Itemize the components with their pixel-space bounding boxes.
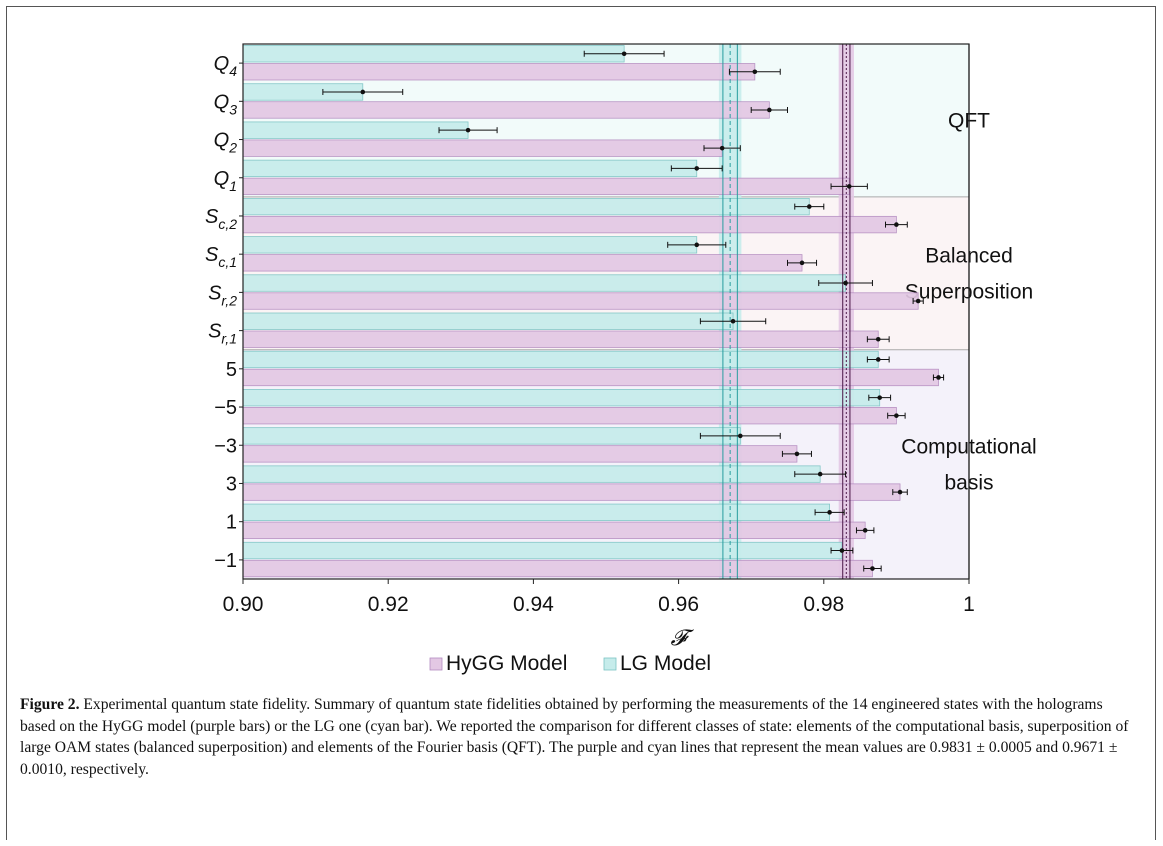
- x-axis-label: 𝓕: [670, 626, 694, 651]
- hygg-bar: [242, 254, 803, 272]
- lg-bar: [242, 197, 810, 216]
- lg-bar: [242, 121, 469, 139]
- hygg-bar: [242, 177, 850, 196]
- hygg-point: [862, 528, 868, 533]
- y-tick-label: Q3: [214, 91, 238, 117]
- y-tick-label: Sr,1: [208, 321, 237, 347]
- lg-bar: [242, 236, 698, 254]
- lg-point: [465, 127, 471, 133]
- hygg-point: [719, 145, 725, 151]
- caption-label: Figure 2.: [20, 696, 80, 713]
- hygg-bar: [242, 292, 919, 310]
- lg-point: [738, 433, 743, 439]
- lg-point: [806, 204, 812, 209]
- hygg-point: [752, 69, 758, 75]
- hygg-bar: [242, 368, 939, 387]
- y-tick-label: −3: [214, 435, 237, 457]
- legend-label-lg: LG Model: [620, 652, 711, 675]
- hygg-point: [936, 375, 941, 380]
- y-tick-label: −5: [214, 397, 237, 419]
- fidelity-bar-chart: QFTBalancedSuperpositionComputationalbas…: [205, 43, 1037, 675]
- lg-point: [843, 280, 848, 286]
- y-tick-label: Q2: [214, 130, 238, 156]
- hygg-bar: [242, 139, 723, 157]
- lg-bar: [242, 274, 846, 292]
- figure-caption: Figure 2. Experimental quantum state fid…: [20, 694, 1135, 780]
- hygg-point: [870, 566, 875, 571]
- y-tick-label: 1: [226, 512, 237, 534]
- lg-bar: [242, 465, 821, 483]
- plot-frame: [242, 43, 970, 580]
- x-tick-label: 0.98: [803, 593, 844, 616]
- x-tick-label: 1: [963, 593, 975, 616]
- hygg-bar: [242, 521, 866, 539]
- hygg-point: [799, 260, 805, 266]
- y-tick-label: Sc,1: [205, 244, 237, 270]
- y-tick-label: Q1: [214, 168, 237, 194]
- y-tick-label: 3: [226, 473, 237, 495]
- hygg-point: [897, 489, 903, 495]
- lg-bar: [242, 45, 625, 63]
- legend-label-hygg: HyGG Model: [446, 652, 567, 675]
- lg-point: [360, 89, 366, 95]
- y-tick-label: Q4: [214, 53, 238, 79]
- lg-bar: [242, 389, 881, 407]
- y-tick-label: Sc,2: [205, 206, 237, 232]
- x-tick-label: 0.96: [658, 593, 699, 616]
- lg-point: [877, 395, 883, 400]
- y-tick-label: −1: [214, 550, 237, 572]
- lg-point: [694, 166, 700, 171]
- legend-swatch-lg: [603, 657, 617, 671]
- x-tick-label: 0.92: [368, 593, 409, 616]
- hygg-bar: [242, 63, 756, 81]
- hygg-bar: [242, 445, 798, 463]
- hygg-point: [794, 451, 800, 457]
- hygg-bar: [242, 559, 873, 578]
- hygg-point: [894, 222, 899, 227]
- y-tick-label: Sr,2: [208, 282, 237, 308]
- hygg-point: [894, 413, 899, 418]
- legend-swatch-hygg: [429, 657, 443, 671]
- hygg-bar: [242, 407, 897, 425]
- hygg-point: [915, 298, 921, 304]
- lg-bar: [242, 541, 843, 560]
- lg-point: [694, 242, 700, 248]
- hygg-bar: [242, 483, 901, 501]
- lg-point: [621, 51, 627, 57]
- lg-bar: [242, 427, 741, 445]
- lg-point: [817, 471, 823, 477]
- hygg-bar: [242, 215, 897, 234]
- hygg-bar: [242, 101, 770, 119]
- hygg-point: [875, 336, 881, 342]
- x-tick-label: 0.94: [513, 593, 554, 616]
- hygg-point: [767, 107, 772, 113]
- figure-frame: [6, 6, 1156, 840]
- hygg-point: [846, 184, 852, 189]
- lg-bar: [242, 350, 879, 369]
- lg-point: [875, 357, 881, 362]
- lg-bar: [242, 312, 734, 330]
- lg-bar: [242, 503, 831, 521]
- y-tick-label: 5: [226, 359, 237, 381]
- lg-point: [730, 318, 736, 324]
- caption-text: Experimental quantum state fidelity. Sum…: [20, 696, 1129, 778]
- lg-point: [827, 510, 832, 515]
- hygg-bar: [242, 330, 879, 348]
- lg-bar: [242, 159, 698, 178]
- lg-point: [839, 548, 845, 553]
- x-tick-label: 0.90: [223, 593, 264, 616]
